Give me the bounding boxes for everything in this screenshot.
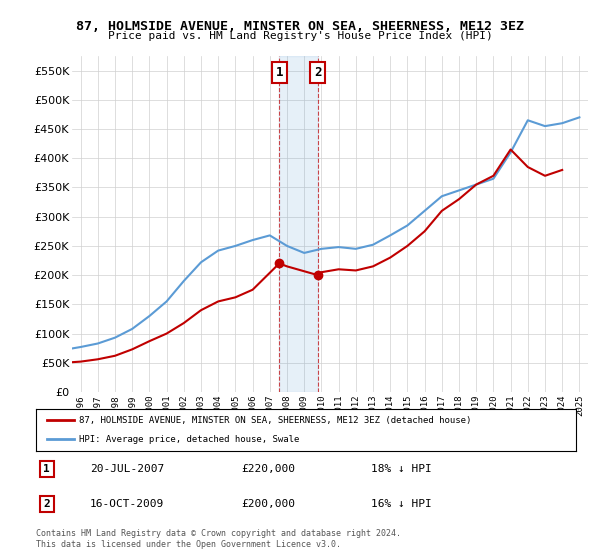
Text: £200,000: £200,000 [241,499,295,509]
Text: 1: 1 [275,66,283,79]
Text: Price paid vs. HM Land Registry's House Price Index (HPI): Price paid vs. HM Land Registry's House … [107,31,493,41]
Text: 1: 1 [43,464,50,474]
Text: 87, HOLMSIDE AVENUE, MINSTER ON SEA, SHEERNESS, ME12 3EZ: 87, HOLMSIDE AVENUE, MINSTER ON SEA, SHE… [76,20,524,32]
Text: 16-OCT-2009: 16-OCT-2009 [90,499,164,509]
Text: 18% ↓ HPI: 18% ↓ HPI [371,464,431,474]
Text: 2: 2 [314,66,322,79]
Bar [279,56,318,392]
Text: 16% ↓ HPI: 16% ↓ HPI [371,499,431,509]
Text: 87, HOLMSIDE AVENUE, MINSTER ON SEA, SHEERNESS, ME12 3EZ (detached house): 87, HOLMSIDE AVENUE, MINSTER ON SEA, SHE… [79,416,472,424]
Text: £220,000: £220,000 [241,464,295,474]
Text: Contains HM Land Registry data © Crown copyright and database right 2024.
This d: Contains HM Land Registry data © Crown c… [36,529,401,549]
Text: HPI: Average price, detached house, Swale: HPI: Average price, detached house, Swal… [79,435,299,444]
Text: 2: 2 [43,499,50,509]
Text: 20-JUL-2007: 20-JUL-2007 [90,464,164,474]
